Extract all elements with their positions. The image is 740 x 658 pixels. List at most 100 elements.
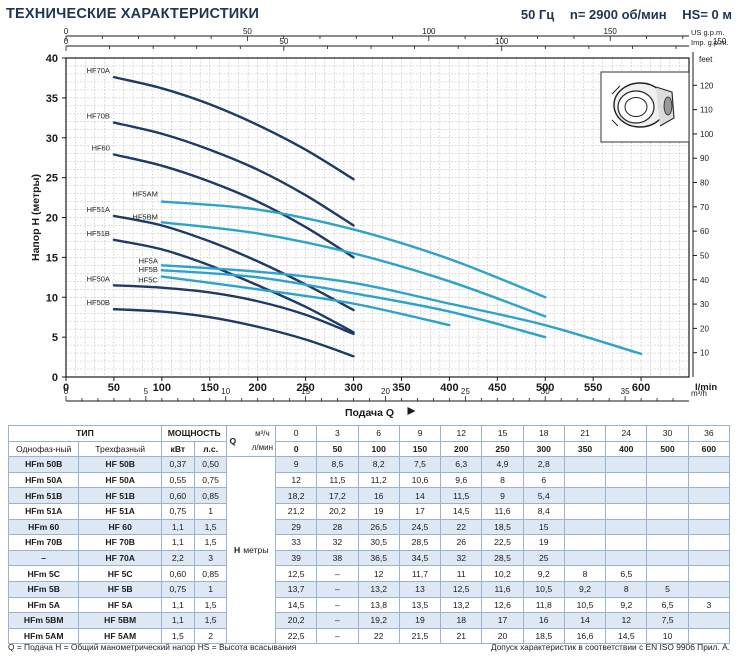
flow-lmin-cell: 500 bbox=[646, 440, 689, 458]
head-value-cell: 21,2 bbox=[275, 502, 318, 520]
three-phase-model: HF 5AM bbox=[78, 627, 162, 645]
head-value-cell bbox=[605, 534, 648, 551]
single-phase-model: HFm 5A bbox=[7, 596, 80, 614]
lmin-unit: л/мин bbox=[251, 443, 274, 453]
head-value-cell bbox=[687, 627, 731, 645]
power-hp: 0,85 bbox=[193, 565, 228, 582]
x-tick-label: 400 bbox=[440, 382, 458, 394]
us-gpm-tick-label: 100 bbox=[422, 27, 436, 36]
head-value-cell: 12,6 bbox=[481, 596, 524, 614]
head-value-cell bbox=[646, 565, 689, 582]
power-kw: 1,1 bbox=[160, 596, 195, 614]
single-phase-model: HFm 50A bbox=[7, 471, 80, 489]
curve-hf70a bbox=[112, 75, 355, 181]
head-value-cell: 12 bbox=[357, 565, 400, 582]
head-value-cell: 14,5 bbox=[605, 627, 648, 645]
flow-lmin-cell: 0 bbox=[275, 440, 318, 458]
head-value-cell bbox=[646, 487, 689, 504]
chart-grid bbox=[65, 57, 690, 378]
curve-hf50a bbox=[112, 284, 355, 336]
head-value-cell: 17 bbox=[481, 612, 524, 629]
head-value-cell: 19 bbox=[398, 612, 442, 629]
curve-hf5am bbox=[160, 200, 547, 299]
imp-gpm-tick-label: 0 bbox=[64, 37, 69, 46]
head-value-cell: 14 bbox=[563, 612, 607, 629]
power-hp: 1,5 bbox=[193, 534, 228, 551]
head-value-cell: 10,2 bbox=[481, 565, 524, 582]
curve-label-hf5b: HF5B bbox=[139, 265, 158, 274]
head-value-cell bbox=[605, 549, 648, 567]
head-value-cell: 19 bbox=[357, 502, 400, 520]
table-row: HFm 5BM HF 5BM 1,1 1,5 20,2–19,2 19 18 17 16 14 12… bbox=[7, 612, 731, 629]
head-value-cell: 8 bbox=[605, 580, 648, 598]
head-value-cell bbox=[687, 580, 731, 598]
power-kw: 0,60 bbox=[160, 487, 195, 504]
single-phase-model: HFm 51A bbox=[7, 502, 80, 520]
feet-axis-unit: feet bbox=[699, 55, 713, 64]
table-row: HFm 5C HF 5C 0,60 0,85 12,5–12 11,7 11 10,2 9,2 8… bbox=[7, 565, 731, 582]
head-value-cell bbox=[563, 502, 607, 520]
head-value-cell: – bbox=[316, 612, 359, 629]
curve-hf5bm bbox=[160, 221, 547, 318]
head-value-cell: 7,5 bbox=[646, 612, 689, 629]
curve-label-hf5a: HF5A bbox=[139, 256, 158, 265]
feet-tick-label: 120 bbox=[700, 81, 714, 90]
head-value-cell: 9,2 bbox=[522, 565, 565, 582]
feet-tick-label: 90 bbox=[700, 154, 709, 163]
feet-tick-label: 100 bbox=[700, 130, 714, 139]
head-value-cell bbox=[646, 456, 689, 473]
head-value-cell: 13,7 bbox=[275, 580, 318, 598]
head-value-cell: – bbox=[316, 627, 359, 645]
head-value-cell: 4,9 bbox=[481, 456, 524, 473]
head-value-cell: 26,5 bbox=[357, 518, 400, 536]
head-value-cell: 18,5 bbox=[522, 627, 565, 645]
single-phase-model: HFm 5AM bbox=[7, 627, 80, 645]
head-value-cell: 9,6 bbox=[440, 471, 483, 489]
feet-tick-label: 50 bbox=[700, 251, 709, 260]
x-tick-label: 50 bbox=[108, 382, 120, 394]
head-value-cell: 32 bbox=[440, 549, 483, 567]
flow-lmin-cell: 600 bbox=[687, 440, 731, 458]
power-kw: 1,1 bbox=[160, 518, 195, 536]
table-row: HFm 50A HF 50A 0,55 0,75 12 11,5 11,2 10,6 9,6 8 6 bbox=[7, 471, 731, 489]
us-gpm-tick-label: 0 bbox=[64, 27, 69, 36]
curve-hf5a bbox=[160, 264, 643, 356]
x-tick-label: 550 bbox=[584, 382, 602, 394]
chart-axes: 0 5 10 15 20 25 30 35 40 Напор H (метры) 10 20 30 40 5… bbox=[30, 52, 717, 394]
table-row: – HF 70A 2,2 3 39 38 36,5 34,5 32 28,5 25 bbox=[7, 549, 731, 567]
head-value-cell bbox=[605, 518, 648, 536]
head-value-cell: 36,5 bbox=[357, 549, 400, 567]
power-hp: 1,5 bbox=[193, 596, 228, 614]
curve-hf5b bbox=[160, 268, 547, 339]
y-tick-label: 20 bbox=[46, 213, 58, 225]
single-phase-model: HFm 70B bbox=[7, 534, 80, 551]
three-phase-model: HF 5A bbox=[78, 596, 162, 614]
head-value-cell: 12 bbox=[275, 471, 318, 489]
flow-m3h-cell: 6 bbox=[357, 425, 400, 442]
y-tick-label: 40 bbox=[46, 53, 58, 65]
m3h-axis-unit: m³/h bbox=[691, 389, 707, 398]
head-value-cell: 6,3 bbox=[440, 456, 483, 473]
head-value-cell: 11,7 bbox=[398, 565, 442, 582]
head-value-cell: 9 bbox=[481, 487, 524, 504]
y-tick-label: 0 bbox=[52, 372, 58, 384]
y-axis-label: Напор H (метры) bbox=[30, 174, 42, 261]
power-hp: 0,50 bbox=[193, 456, 228, 473]
x-tick-label: 450 bbox=[488, 382, 506, 394]
header-bar: ТЕХНИЧЕСКИЕ ХАРАКТЕРИСТИКИ 50 Гц n= 2900… bbox=[0, 0, 740, 30]
head-value-cell: 5 bbox=[646, 580, 689, 598]
three-phase-model: HF 51A bbox=[78, 502, 162, 520]
head-value-cell: 7,5 bbox=[398, 456, 442, 473]
head-value-cell: 19,2 bbox=[357, 612, 400, 629]
curve-label-hf5bm: HF5BM bbox=[132, 212, 157, 221]
feet-tick-label: 10 bbox=[700, 349, 709, 358]
imp-gpm-tick-label: 100 bbox=[495, 37, 509, 46]
three-phase-model: HF 50A bbox=[78, 471, 162, 489]
head-value-cell: 5,4 bbox=[522, 487, 565, 504]
head-value-cell bbox=[646, 471, 689, 489]
single-phase-model: HFm 5BM bbox=[7, 612, 80, 629]
x-axis-label: Подача Q bbox=[345, 407, 394, 419]
power-kw: 0,75 bbox=[160, 502, 195, 520]
